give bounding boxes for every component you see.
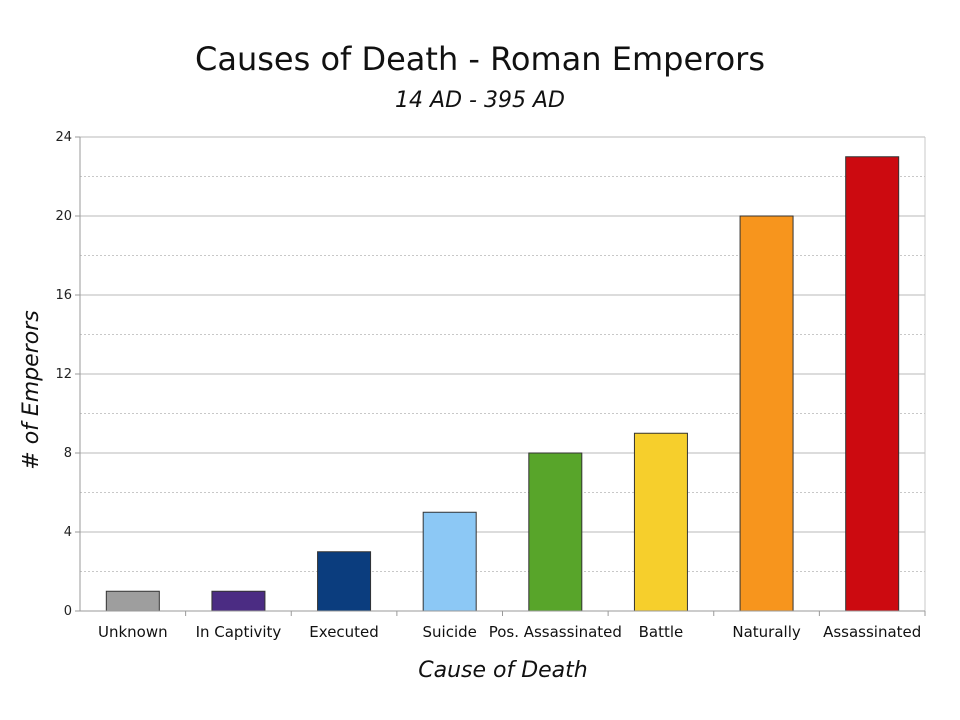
y-tick-label: 12	[55, 367, 72, 382]
y-tick-label: 0	[64, 604, 72, 619]
bar	[317, 551, 372, 612]
x-tick-label: Pos. Assassinated	[489, 623, 622, 641]
axes	[75, 136, 926, 616]
bar	[422, 511, 477, 612]
x-tick-label: Assassinated	[823, 623, 921, 641]
labels: 0 4 8 12 16 20 24 Unknown In Captivity Executed Su…	[55, 130, 921, 641]
x-tick-label: Unknown	[98, 623, 168, 641]
bar	[633, 432, 688, 612]
y-axis-label: # of Emperors	[19, 310, 44, 469]
x-tick-label: Executed	[309, 623, 379, 641]
y-tick-label: 8	[64, 446, 72, 461]
x-tick-label: Battle	[639, 623, 684, 641]
y-tick-label: 4	[64, 525, 72, 540]
y-tick-label: 24	[55, 130, 72, 145]
bar	[528, 452, 583, 612]
bar	[845, 156, 900, 612]
bars	[105, 156, 900, 612]
chart-subtitle: 14 AD - 395 AD	[395, 88, 565, 113]
y-tick-label: 16	[55, 288, 72, 303]
x-tick-label: Naturally	[732, 623, 800, 641]
grid-lines	[80, 136, 925, 572]
y-tick-label: 20	[55, 209, 72, 224]
bar	[739, 215, 794, 612]
chart-title: Causes of Death - Roman Emperors	[195, 40, 765, 78]
bar	[105, 590, 160, 612]
x-tick-label: Suicide	[423, 623, 477, 641]
x-axis-label: Cause of Death	[418, 658, 588, 683]
x-tick-label: In Captivity	[196, 623, 282, 641]
bar	[211, 590, 266, 612]
